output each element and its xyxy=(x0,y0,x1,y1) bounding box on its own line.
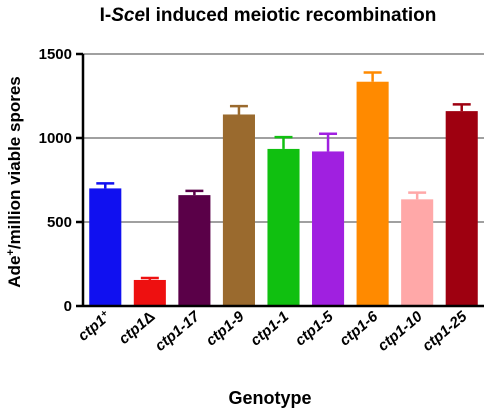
bar-8 xyxy=(401,199,434,306)
x-tick-label-superscript: + xyxy=(98,308,110,320)
x-tick-label-base: ctp1-9 xyxy=(203,308,248,350)
bar-9 xyxy=(445,111,478,307)
x-tick-label-3: ctp1-17 xyxy=(152,308,204,355)
x-axis-label: Genotype xyxy=(228,388,311,408)
x-tick-label-6: ctp1-5 xyxy=(292,308,337,350)
ylabel-superscript: + xyxy=(5,249,17,255)
y-tick-label-0: 0 xyxy=(64,298,72,315)
x-tick-label-base: ctp1-5 xyxy=(292,308,337,350)
error-bar-4 xyxy=(229,104,248,115)
bar-4 xyxy=(222,114,255,306)
x-tick-label-base: ctp1-25 xyxy=(419,308,471,355)
y-tick-labels: 0 500 1000 1500 xyxy=(39,46,72,315)
ylabel-part-2: /million viable spores xyxy=(5,76,24,249)
bar-5 xyxy=(267,148,300,306)
error-bar-7 xyxy=(363,71,382,82)
x-tick-label-1: ctp1+ xyxy=(74,308,113,345)
axes xyxy=(76,52,484,308)
y-axis-label: Ade+/million viable spores xyxy=(5,76,24,287)
y-tick-label-1500: 1500 xyxy=(39,46,72,63)
bar-3 xyxy=(178,195,211,306)
error-bar-5 xyxy=(274,135,293,149)
x-tick-label-base: ctp1-1 xyxy=(247,308,292,349)
title-part-3: I induced meiotic recombination xyxy=(145,5,436,26)
ylabel-part-1: Ade xyxy=(5,256,24,288)
x-tick-label-9: ctp1-25 xyxy=(419,308,471,355)
error-bar-9 xyxy=(452,103,471,112)
bars xyxy=(89,71,478,307)
x-tick-label-base: ctp1-17 xyxy=(152,308,204,355)
chart-title: I-SceI induced meiotic recombination xyxy=(100,5,437,26)
x-tick-label-8: ctp1-10 xyxy=(375,308,427,355)
x-tick-label-base: ctp1-10 xyxy=(375,308,427,355)
bar-6 xyxy=(312,151,345,306)
title-part-2: Sce xyxy=(111,5,145,26)
y-tick-label-500: 500 xyxy=(47,214,72,231)
y-tick-label-1000: 1000 xyxy=(39,130,72,147)
x-tick-label-5: ctp1-1 xyxy=(247,308,292,349)
error-bar-2 xyxy=(140,276,159,280)
error-bar-1 xyxy=(96,182,115,189)
bar-2 xyxy=(133,279,166,306)
title-part-1: I- xyxy=(100,5,112,26)
error-bar-3 xyxy=(185,189,204,196)
error-bar-8 xyxy=(408,191,427,200)
bar-7 xyxy=(356,81,389,306)
x-tick-label-4: ctp1-9 xyxy=(203,308,248,350)
bar-1 xyxy=(89,188,122,306)
error-bar-6 xyxy=(319,132,338,152)
